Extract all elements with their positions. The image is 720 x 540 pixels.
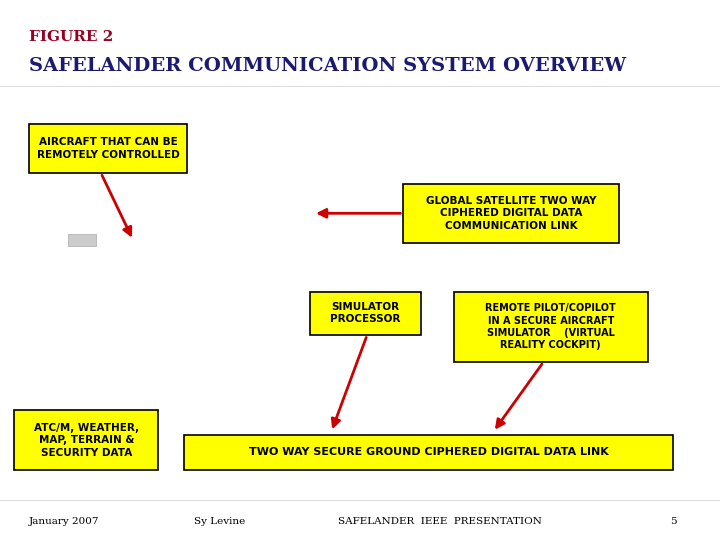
FancyBboxPatch shape [29,124,187,173]
Text: SAFELANDER  IEEE  PRESENTATION: SAFELANDER IEEE PRESENTATION [338,517,542,526]
Text: AIRCRAFT THAT CAN BE
REMOTELY CONTROLLED: AIRCRAFT THAT CAN BE REMOTELY CONTROLLED [37,137,179,160]
FancyBboxPatch shape [403,184,619,243]
Text: ATC/M, WEATHER,
MAP, TERRAIN &
SECURITY DATA: ATC/M, WEATHER, MAP, TERRAIN & SECURITY … [34,423,139,457]
Text: TWO WAY SECURE GROUND CIPHERED DIGITAL DATA LINK: TWO WAY SECURE GROUND CIPHERED DIGITAL D… [248,447,608,457]
FancyBboxPatch shape [454,292,648,362]
Text: Sy Levine: Sy Levine [194,517,246,526]
Text: SAFELANDER COMMUNICATION SYSTEM OVERVIEW: SAFELANDER COMMUNICATION SYSTEM OVERVIEW [29,57,626,75]
Text: 5: 5 [670,517,676,526]
FancyBboxPatch shape [14,410,158,470]
FancyBboxPatch shape [310,292,421,335]
Text: GLOBAL SATELLITE TWO WAY
CIPHERED DIGITAL DATA
COMMUNICATION LINK: GLOBAL SATELLITE TWO WAY CIPHERED DIGITA… [426,196,596,231]
FancyBboxPatch shape [184,435,673,470]
Text: SIMULATOR
PROCESSOR: SIMULATOR PROCESSOR [330,302,400,325]
Text: FIGURE 2: FIGURE 2 [29,30,113,44]
Text: January 2007: January 2007 [29,517,99,526]
FancyBboxPatch shape [68,234,96,246]
Text: REMOTE PILOT/COPILOT
IN A SECURE AIRCRAFT
SIMULATOR    (VIRTUAL
REALITY COCKPIT): REMOTE PILOT/COPILOT IN A SECURE AIRCRAF… [485,303,616,350]
